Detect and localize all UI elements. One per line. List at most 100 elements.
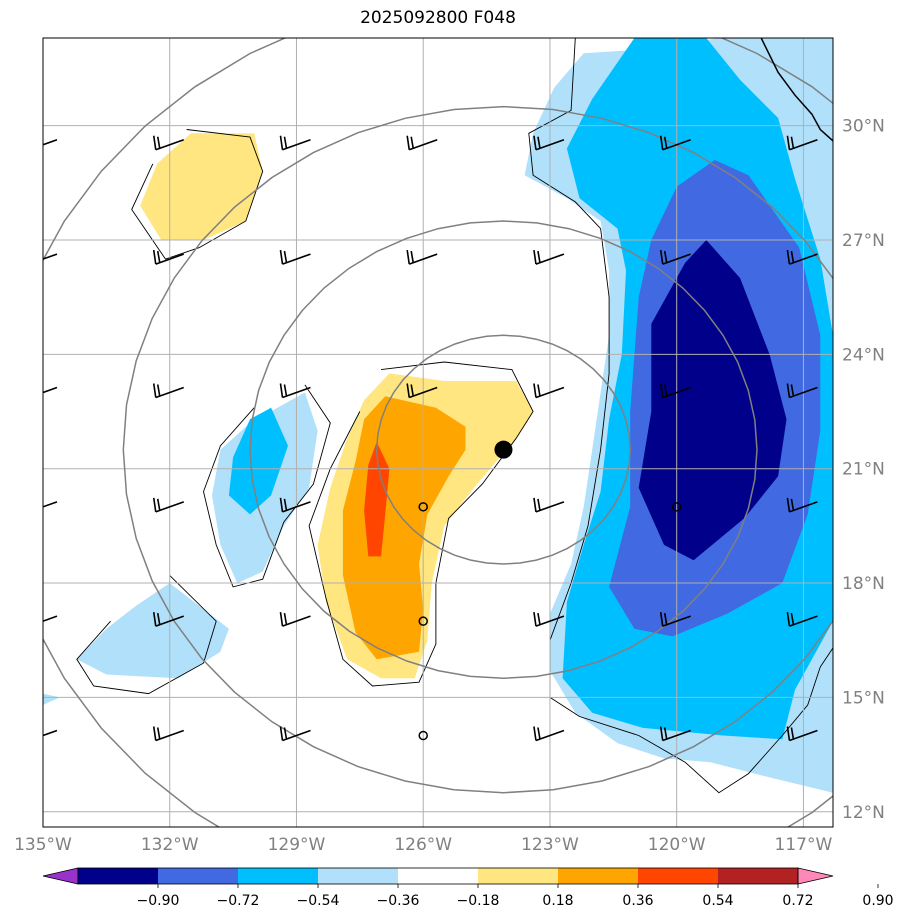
wind-barb-flag: [410, 250, 415, 263]
colorbar-label: 0.18: [542, 893, 573, 909]
colorbar-label: 0.36: [622, 893, 653, 909]
wind-barb-flag: [31, 728, 33, 740]
wind-barb: [31, 499, 58, 511]
wind-barb-flag: [27, 250, 29, 264]
wind-barb-flag: [31, 499, 33, 511]
lat-tick-label: 27°N: [842, 231, 885, 251]
wind-barb-shaft: [43, 138, 58, 146]
wind-barb-flag: [786, 612, 791, 627]
wind-barb-flag: [410, 136, 415, 149]
wind-barb: [279, 249, 311, 265]
wind-barb-shaft: [43, 729, 58, 737]
wind-barb-flag: [786, 383, 791, 398]
wind-barb: [152, 726, 185, 742]
wind-barb-flag: [152, 135, 157, 150]
wind-barb-flag: [152, 726, 157, 741]
wind-barb-flag: [283, 727, 288, 740]
shaded-region: [140, 133, 263, 240]
calm-wind-circle: [671, 502, 682, 512]
wind-barb-flag: [537, 250, 541, 263]
wind-barb-flag: [279, 612, 284, 627]
wind-barb-flag: [537, 384, 541, 397]
range-ring: [375, 334, 631, 565]
colorbar-box: [238, 868, 318, 884]
wind-barb-flag: [152, 612, 157, 627]
contour-line: [308, 361, 534, 687]
wind-barb: [533, 249, 565, 265]
lat-tick-label: 15°N: [842, 688, 885, 708]
wind-barb-flag: [790, 727, 795, 740]
contour-line: [131, 129, 264, 260]
wind-barb: [533, 497, 565, 513]
lat-tick-label: 21°N: [842, 460, 885, 480]
wind-barb: [152, 135, 185, 151]
wind-barb-flag: [279, 135, 284, 150]
shaded-region: [43, 693, 60, 705]
wind-barb-flag: [533, 612, 537, 627]
coastline-segment: [760, 38, 833, 142]
wind-barb: [786, 497, 818, 513]
wind-barb: [786, 135, 818, 151]
wind-barb: [279, 497, 311, 513]
wind-barb: [659, 726, 691, 742]
wind-barb-flag: [663, 136, 668, 149]
wind-barb-flag: [537, 613, 541, 625]
wind-barb-flag: [790, 613, 795, 625]
wind-barbs: [27, 135, 818, 742]
wind-barb: [533, 135, 565, 151]
chart-title: 2025092800 F048: [360, 8, 516, 28]
range-ring: [249, 220, 758, 680]
lon-tick-label: 123°W: [521, 835, 579, 855]
colorbar: −0.90 −0.72 −0.54 −0.36 −0.18 0.18 0.36 0.54 0.7…: [42, 867, 894, 909]
wind-barb-flag: [786, 249, 791, 265]
wind-barb: [533, 726, 565, 742]
shaded-region: [228, 407, 288, 515]
wind-barb-flag: [537, 136, 541, 149]
wind-barb-flag: [156, 613, 161, 625]
wind-barb-flag: [663, 250, 668, 263]
lat-tick-label: 24°N: [842, 345, 885, 365]
wind-barb: [152, 497, 185, 513]
center-marker-layer: [494, 440, 513, 459]
colorbar-box: [718, 868, 798, 884]
wind-barb-flag: [659, 135, 664, 150]
wind-barb-flag: [659, 383, 664, 398]
wind-barb: [659, 249, 691, 265]
wind-barb-flag: [156, 136, 161, 149]
wind-barb: [533, 383, 565, 399]
colorbar-label: −0.36: [377, 893, 420, 909]
colorbar-box: [478, 868, 558, 884]
colorbar-label: 0.72: [782, 893, 813, 909]
wind-barb: [786, 249, 818, 265]
colorbar-box: [318, 868, 398, 884]
wind-barb-flag: [533, 383, 537, 398]
lon-tick-label: 132°W: [141, 835, 199, 855]
wind-barb: [27, 250, 58, 264]
range-ring: [122, 105, 833, 794]
colorbar-label: 0.90: [862, 893, 893, 909]
colorbar-box: [638, 868, 718, 884]
wind-barb-flag: [533, 249, 537, 265]
plot-frame: [42, 37, 834, 828]
wind-barb-flag: [156, 384, 161, 397]
wind-barb: [406, 135, 438, 151]
wind-barb-flag: [410, 384, 415, 397]
wind-barb-flag: [790, 250, 795, 263]
wind-barb: [152, 612, 185, 627]
wind-barb-flag: [537, 727, 541, 740]
wind-barb-flag: [283, 384, 288, 397]
wind-barb: [786, 383, 818, 399]
wind-barb-flag: [533, 726, 537, 741]
shaded-region: [76, 583, 229, 679]
shaded-region: [364, 442, 390, 557]
coastline: [760, 38, 833, 142]
wind-barb-shaft: [43, 386, 58, 394]
wind-barb-flag: [659, 612, 664, 627]
wind-barb-flag: [663, 384, 668, 397]
contour-line: [528, 38, 833, 794]
calm-wind-circle: [418, 616, 428, 626]
colorbar-extend-max: [797, 867, 834, 885]
